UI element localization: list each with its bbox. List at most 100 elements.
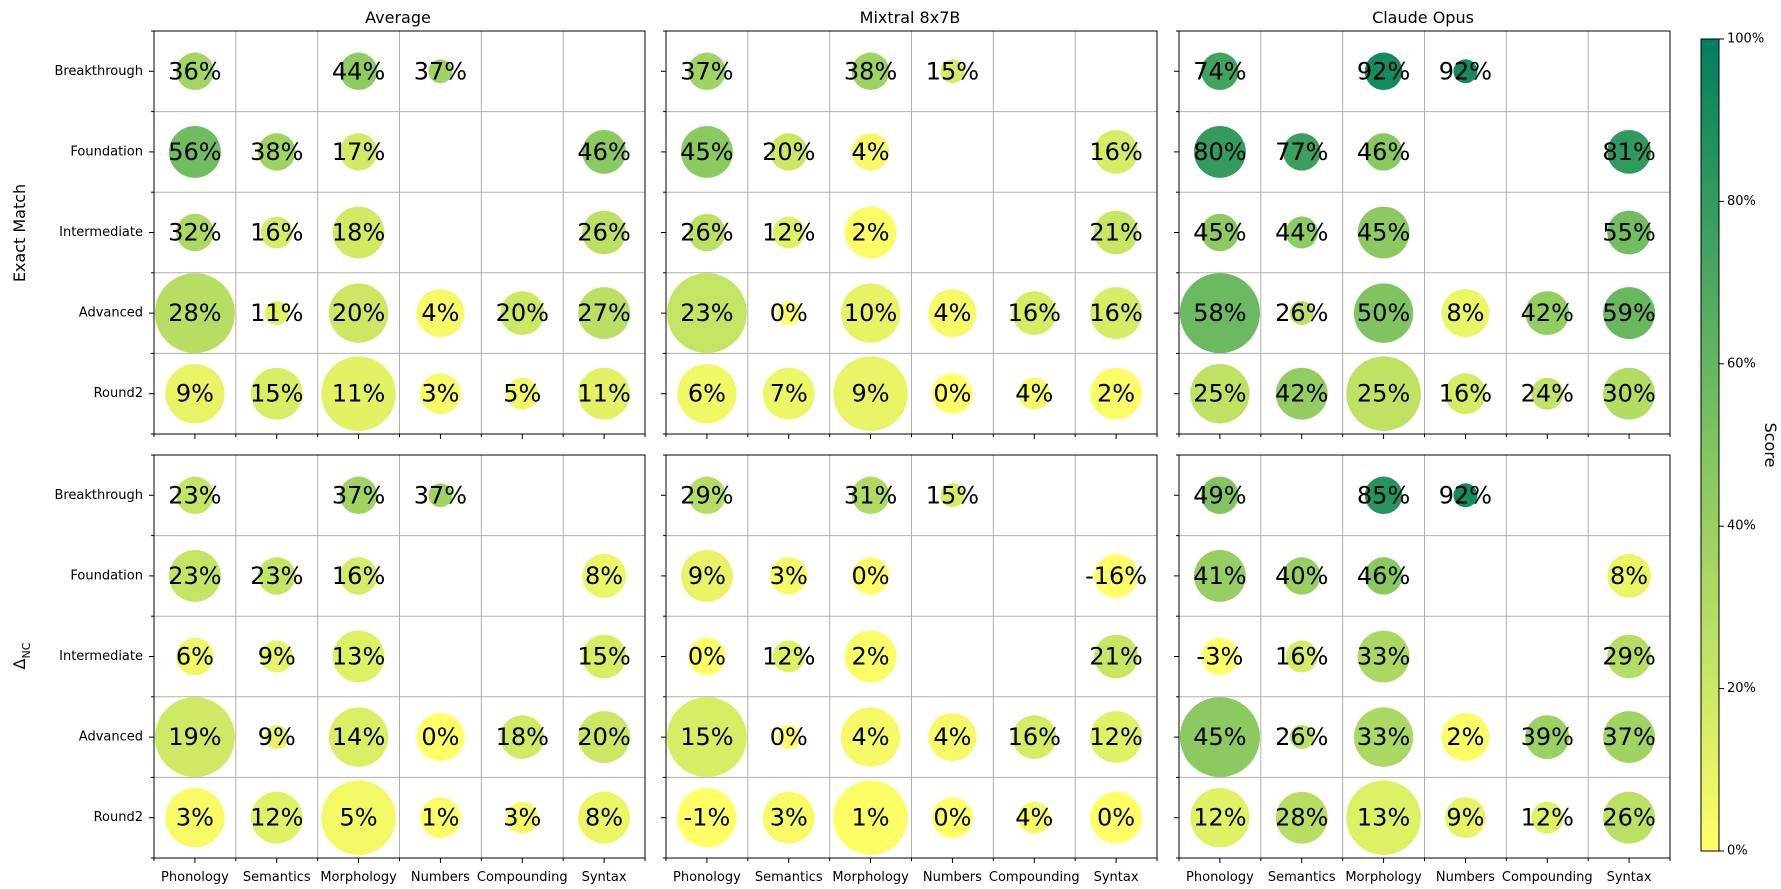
data-label: 46% — [1357, 138, 1410, 166]
bubble-advanced-phonology — [666, 273, 747, 354]
data-label: 12% — [762, 219, 815, 247]
bubble-foundation-phonology — [168, 549, 221, 602]
data-label: 8% — [585, 804, 623, 832]
data-label: 11% — [577, 380, 630, 408]
bubble-round2-syntax — [1603, 791, 1656, 844]
data-label: 44% — [1275, 219, 1328, 247]
data-label: -3% — [1197, 643, 1244, 671]
data-label: 39% — [1521, 723, 1574, 751]
bubble-foundation-phonology — [680, 549, 733, 602]
data-label: 23% — [250, 562, 303, 590]
data-label: 1% — [852, 804, 890, 832]
bubble-advanced-morphology — [328, 283, 389, 343]
x-tick-label: Syntax — [1094, 870, 1139, 885]
bubble-advanced-compounding — [1012, 291, 1057, 336]
data-label: 16% — [1275, 643, 1328, 671]
bubble-advanced-numbers — [928, 289, 977, 338]
data-label: 26% — [577, 219, 630, 247]
data-label: 92% — [1439, 481, 1492, 509]
data-label: 56% — [168, 138, 221, 166]
data-label: -16% — [1085, 562, 1147, 590]
data-label: 16% — [1089, 299, 1142, 327]
data-label: 3% — [176, 804, 214, 832]
colorbar-label: Score — [1761, 423, 1780, 468]
panel-title-average: Average — [365, 8, 431, 27]
data-label: 10% — [844, 299, 897, 327]
data-label: 5% — [503, 380, 541, 408]
colorbar-tick-label: 0% — [1727, 844, 1748, 859]
data-label: 46% — [1357, 562, 1410, 590]
x-tick-label: Phonology — [673, 870, 741, 885]
x-tick-label: Compounding — [477, 870, 568, 885]
bubble-foundation-syntax — [1094, 553, 1138, 598]
data-label: 11% — [250, 299, 303, 327]
bubble-intermediate-syntax — [582, 210, 626, 255]
x-tick-label: Numbers — [411, 870, 470, 885]
data-label: 3% — [421, 380, 459, 408]
data-label: 49% — [1193, 481, 1246, 509]
bubble-round2-numbers — [420, 373, 461, 415]
data-label: 16% — [1008, 299, 1061, 327]
data-label: 9% — [258, 723, 296, 751]
data-label: 0% — [933, 804, 971, 832]
bubble-round2-syntax — [1090, 367, 1143, 420]
x-tick-label: Compounding — [989, 870, 1080, 885]
bubble-intermediate-semantics — [1285, 640, 1318, 673]
y-tick-label: Intermediate — [59, 225, 143, 240]
y-tick-label: Advanced — [79, 730, 143, 745]
data-label: 4% — [421, 299, 459, 327]
x-tick-label: Morphology — [1345, 870, 1422, 885]
bubble-foundation-semantics — [1282, 557, 1321, 595]
bubble-round2-compounding — [506, 377, 539, 410]
bubble-advanced-semantics — [1289, 725, 1314, 750]
bubble-round2-syntax — [1090, 791, 1143, 844]
data-label: 0% — [421, 723, 459, 751]
data-label: 16% — [1089, 138, 1142, 166]
bubble-intermediate-syntax — [1607, 634, 1651, 679]
bubble-breakthrough-phonology — [1201, 476, 1239, 515]
data-label: 41% — [1193, 562, 1246, 590]
bubble-advanced-semantics — [776, 725, 801, 750]
data-label: 2% — [852, 219, 890, 247]
data-label: 4% — [933, 723, 971, 751]
data-label: 26% — [1602, 804, 1655, 832]
data-label: 2% — [1097, 380, 1135, 408]
data-label: 77% — [1275, 138, 1328, 166]
bubble-advanced-compounding — [1525, 291, 1570, 336]
bubble-advanced-syntax — [1090, 287, 1143, 340]
bubble-round2-semantics — [250, 367, 303, 420]
bubble-advanced-compounding — [1012, 715, 1057, 760]
data-label: 4% — [1015, 804, 1053, 832]
bubble-intermediate-phonology — [688, 637, 726, 676]
data-label: 17% — [332, 138, 385, 166]
bubble-foundation-morphology — [851, 557, 890, 595]
bubble-round2-semantics — [250, 791, 303, 844]
data-label: 16% — [1439, 380, 1492, 408]
data-label: 0% — [1097, 804, 1135, 832]
bubble-advanced-numbers — [416, 289, 465, 338]
bubble-advanced-numbers — [928, 713, 977, 762]
colorbar-gradient — [1700, 38, 1720, 852]
data-label: 13% — [1357, 804, 1410, 832]
bubble-advanced-compounding — [500, 291, 545, 336]
bubble-round2-compounding — [1018, 801, 1051, 834]
bubble-intermediate-semantics — [260, 216, 293, 249]
data-label: 42% — [1521, 299, 1574, 327]
data-label: 38% — [250, 138, 303, 166]
bubble-round2-morphology — [833, 780, 908, 856]
bubble-intermediate-phonology — [1201, 213, 1239, 252]
data-label: 37% — [1602, 723, 1655, 751]
data-label: 92% — [1439, 57, 1492, 85]
bubble-advanced-syntax — [578, 711, 631, 764]
x-tick-label: Semantics — [1268, 870, 1336, 885]
bubble-intermediate-morphology — [844, 206, 897, 259]
data-label: 4% — [933, 299, 971, 327]
data-label: 0% — [770, 723, 808, 751]
data-label: 40% — [1275, 562, 1328, 590]
data-label: 12% — [762, 643, 815, 671]
bubble-breakthrough-numbers — [940, 59, 965, 84]
bubble-round2-compounding — [1531, 801, 1564, 834]
bubble-breakthrough-numbers — [940, 483, 965, 508]
data-label: 28% — [1275, 804, 1328, 832]
data-label: 7% — [770, 380, 808, 408]
